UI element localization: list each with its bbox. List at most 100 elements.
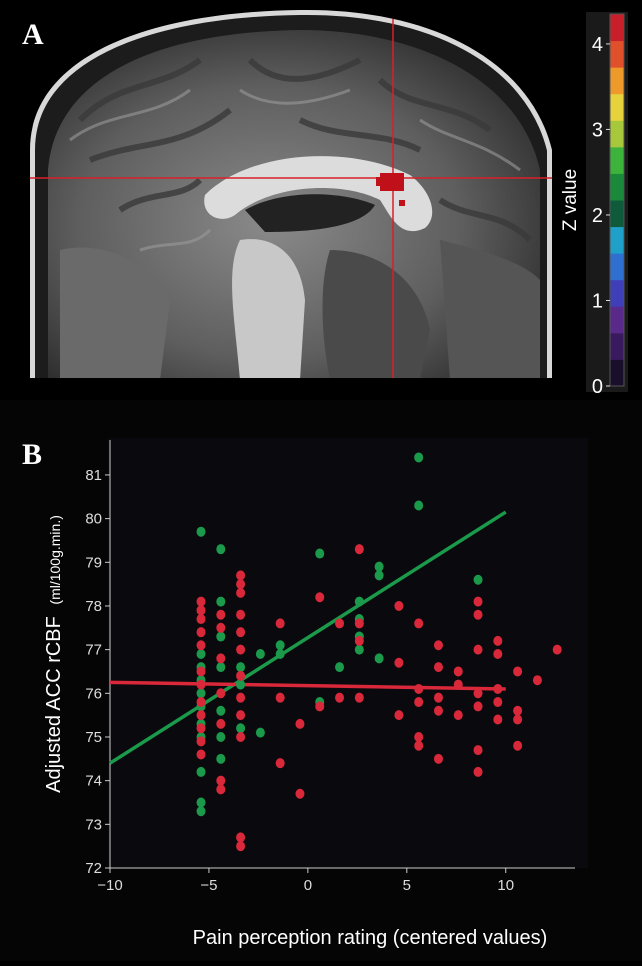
x-ticks: −10 −5 0 5 10 [97, 868, 514, 894]
data-point [216, 544, 226, 555]
data-point [216, 705, 226, 716]
colorbar-segment [610, 332, 624, 360]
data-point [196, 666, 206, 677]
data-point [354, 635, 364, 646]
x-tick-label: −10 [97, 877, 122, 894]
y-axis-unit: (ml/100g.min.) [47, 515, 63, 604]
data-point [473, 701, 483, 712]
regression-line-0 [109, 510, 507, 765]
colorbar-segment [610, 120, 624, 148]
y-tick-label: 76 [85, 685, 102, 702]
data-point [236, 679, 246, 690]
colorbar-segment [610, 67, 624, 95]
data-point [255, 727, 265, 738]
data-point [394, 600, 404, 611]
data-point [414, 618, 424, 629]
data-point [236, 662, 246, 673]
colorbar-segment [610, 359, 624, 387]
data-point [216, 775, 226, 786]
y-tick-label: 80 [85, 511, 102, 528]
y-tick-label: 74 [85, 773, 102, 790]
data-point [433, 705, 443, 716]
colorbar-segment [610, 93, 624, 121]
colorbar-segment [610, 200, 624, 228]
data-point [196, 797, 206, 808]
data-point [414, 731, 424, 742]
x-axis-label: Pain perception rating (centered values) [193, 927, 548, 949]
data-point [493, 697, 503, 708]
data-point [216, 596, 226, 607]
y-tick-label: 72 [85, 860, 102, 877]
data-point [374, 561, 384, 572]
data-point [433, 640, 443, 651]
data-point [236, 627, 246, 638]
x-tick-label: −5 [200, 877, 217, 894]
data-point [236, 609, 246, 620]
data-point [196, 679, 206, 690]
data-point [374, 570, 384, 581]
axes [109, 440, 575, 869]
data-point [414, 740, 424, 751]
data-point [374, 653, 384, 664]
data-point [315, 592, 325, 603]
data-point [216, 731, 226, 742]
data-point [216, 609, 226, 620]
data-point [216, 784, 226, 795]
data-point [275, 692, 285, 703]
data-point [433, 662, 443, 673]
data-point [255, 649, 265, 659]
data-point [236, 723, 246, 734]
data-point [315, 701, 325, 712]
data-point [196, 710, 206, 721]
y-axis-title: Adjusted ACC rCBF (ml/100g.min.) [43, 515, 65, 793]
data-points [196, 452, 562, 852]
y-tick-label: 77 [85, 642, 102, 659]
panel-b: B −10 −5 0 5 10 72 73 74 75 76 77 78 79 80 81 Adjuste… [0, 400, 642, 961]
colorbar-segment [610, 14, 624, 42]
data-point [196, 649, 206, 659]
data-point [552, 644, 562, 655]
data-point [354, 692, 364, 703]
data-point [196, 766, 206, 777]
colorbar-tick-label: 3 [592, 119, 603, 141]
mri-slice [30, 9, 552, 379]
data-point [196, 749, 206, 760]
data-point [216, 653, 226, 664]
y-tick-label: 81 [85, 467, 102, 484]
x-tick-label: 0 [304, 877, 312, 894]
data-point [473, 644, 483, 655]
colorbar-ticks: 0 1 2 3 4 [592, 34, 610, 398]
panel-a: A 0 1 2 3 4 Z value [0, 0, 642, 400]
colorbar-gradient [610, 14, 624, 387]
data-point [196, 605, 206, 616]
data-point [295, 788, 305, 799]
data-point [453, 666, 463, 677]
data-point [236, 644, 246, 655]
colorbar-tick-label: 1 [592, 290, 603, 312]
data-point [236, 692, 246, 703]
data-point [433, 753, 443, 764]
data-point [196, 697, 206, 708]
data-point [236, 570, 246, 581]
data-point [354, 544, 364, 555]
data-point [493, 649, 503, 659]
data-point [513, 705, 523, 716]
data-point [315, 548, 325, 559]
data-point [216, 718, 226, 729]
data-point [513, 666, 523, 677]
data-point [433, 692, 443, 703]
data-point [493, 635, 503, 646]
data-point [196, 723, 206, 734]
data-point [275, 649, 285, 659]
colorbar-segment [610, 40, 624, 68]
colorbar-segment [610, 146, 624, 174]
data-point [196, 627, 206, 638]
data-point [473, 596, 483, 607]
data-point [335, 618, 345, 629]
data-point [275, 640, 285, 651]
colorbar-segment [610, 226, 624, 254]
colorbar-label: Z value [560, 169, 581, 231]
data-point [354, 596, 364, 607]
data-point [414, 452, 424, 463]
panel-a-label: A [22, 18, 44, 51]
